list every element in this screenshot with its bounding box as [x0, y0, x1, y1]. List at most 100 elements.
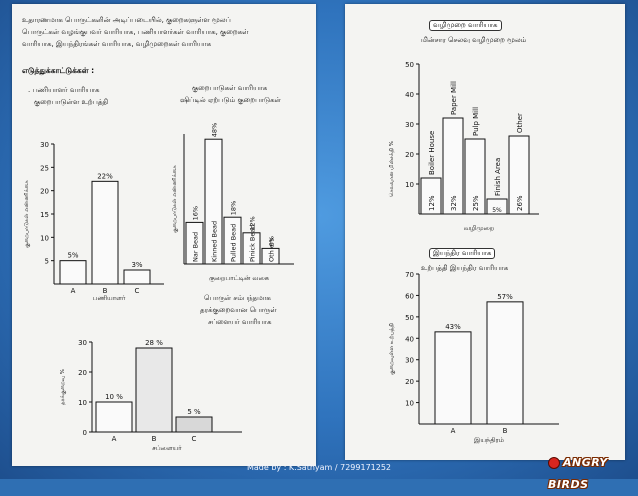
examples-label: எடுத்துக்காட்டுக்கள் :	[22, 66, 95, 75]
bar-value-label: 32%	[450, 195, 458, 211]
category-label: Pinick Bead	[249, 225, 257, 262]
bar	[91, 180, 119, 285]
y-tick-label: 20	[405, 378, 414, 386]
y-tick-label: 30	[40, 141, 49, 149]
bar-value-label: 43%	[445, 323, 461, 331]
bar	[204, 138, 223, 265]
chart-process-power: 10 20 30 40 50 செலவான மின்சக்தி % வழிமுறை 12% Bo…	[388, 61, 539, 232]
bar	[261, 247, 280, 265]
y-tick-label: 30	[405, 357, 414, 365]
bar	[185, 221, 204, 265]
bar	[59, 260, 87, 285]
bar	[434, 331, 472, 425]
chart1-caption-2: குறைபாடுள்ள உற்பத்தி	[34, 98, 109, 106]
x-axis-label: சப்ளையர்	[152, 444, 182, 452]
category-label: B	[503, 427, 508, 435]
bar	[486, 198, 508, 215]
bar-value-label: 12%	[249, 216, 257, 230]
bar-value-label: 28 %	[145, 339, 163, 347]
bar	[464, 138, 486, 215]
bar	[175, 416, 213, 433]
category-label: Boiler House	[428, 131, 436, 175]
category-label: B	[152, 435, 157, 443]
category-label: Pulled Bead	[230, 224, 238, 262]
y-tick-label: 40	[405, 91, 414, 99]
category-label: A	[112, 435, 117, 443]
bar	[420, 177, 442, 215]
y-tick-label: 20	[78, 369, 87, 377]
bar	[242, 232, 261, 265]
category-label: B	[103, 287, 108, 295]
bar-value-label: 16%	[192, 206, 200, 220]
y-axis-label: குறைபாடுகள் எண்ணிக்கை	[23, 180, 31, 248]
bar-value-label: 18%	[230, 201, 238, 215]
category-label: C	[135, 287, 140, 295]
y-tick-label: 15	[40, 211, 49, 219]
chart5-title: இயந்திர வாரியாக	[429, 248, 496, 259]
right-scanned-page: வழிமுறை வாரியாக மின்சார செலவு வழிமுறை மூ…	[345, 4, 625, 460]
y-tick-label: 70	[405, 272, 414, 279]
category-label: Finish Area	[494, 158, 502, 196]
chart4-title: வழிமுறை வாரியாக	[429, 20, 502, 31]
chart-machine-output: 10 20 30 40 50 60 70 குறைவுள்ள உற்பத்தி இயந்திரம…	[389, 272, 559, 444]
category-label: Pulp Mill	[472, 107, 480, 136]
bird-icon	[548, 457, 560, 469]
category-label: A	[71, 287, 76, 295]
category-label: A	[451, 427, 456, 435]
x-axis-label: வழிமுறை	[464, 224, 495, 232]
bar	[95, 401, 133, 433]
bar	[123, 269, 151, 285]
y-tick-label: 10	[78, 399, 87, 407]
y-tick-label: 10	[40, 234, 49, 242]
x-axis-label: இயந்திரம்	[474, 436, 505, 444]
category-label: C	[192, 435, 197, 443]
intro-line-2: பொருட்கள் வழங்குபவர் வாரியாக, பணியாளர்கள…	[22, 28, 249, 36]
bar-value-label: 6%	[268, 236, 276, 246]
bar-value-label: 3%	[131, 261, 142, 269]
y-tick-label: 50	[405, 61, 414, 69]
y-tick-label: 20	[405, 151, 414, 159]
y-tick-label: 50	[405, 314, 414, 322]
footer-credit: Made by : K.Sathyam / 7299171252	[246, 463, 392, 472]
y-axis-label: செலவான மின்சக்தி %	[388, 141, 395, 197]
angry-birds-logo: ANGRY BIRDS	[548, 452, 634, 491]
y-axis-label: குறைவுள்ள உற்பத்தி	[389, 323, 396, 375]
x-axis-label: பணியாளர்	[93, 294, 126, 302]
chart3-caption-2: தரக்குறைவான பொருள்	[200, 306, 277, 314]
x-axis-label: குறைபாட்டின் வகை	[209, 274, 270, 284]
bar-value-label: 10 %	[105, 393, 123, 401]
y-tick-label: 30	[405, 121, 414, 129]
bar	[508, 135, 530, 215]
bar-value-label: 5%	[492, 207, 502, 214]
bar-value-label: 57%	[497, 293, 513, 301]
category-label: Kinned Bead	[211, 221, 219, 262]
y-tick-label: 10	[405, 400, 414, 408]
y-tick-label: 40	[405, 335, 414, 343]
chart4-subtitle: மின்சார செலவு வழிமுறை மூலம்	[421, 36, 527, 44]
bar	[486, 301, 524, 425]
bar-value-label: 22%	[97, 172, 113, 180]
y-tick-label: 20	[40, 188, 49, 196]
bar-value-label: 48%	[211, 123, 219, 137]
bar	[442, 117, 464, 215]
chart3-caption-3: சப்ளையர் வாரியாக	[208, 318, 272, 326]
bar-value-label: 12%	[428, 195, 436, 211]
chart3-caption-1: பொருள் சம்பந்தமாக	[204, 294, 271, 302]
category-label: Paper Mill	[450, 81, 458, 115]
chart-defect-types: குறைபாடுகள் எண்ணிக்கை குறைபாட்டின் வகை Nar…	[171, 123, 294, 284]
bar-value-label: 25%	[472, 195, 480, 211]
chart-supplier-quality: 0 10 20 30 தரக்குறைவு % சப்ளையர் 10 % A 28 % B 5 %…	[60, 339, 242, 452]
bar-value-label: 5 %	[187, 408, 201, 416]
bar-value-label: 5%	[67, 252, 78, 260]
chart-worker-defects: 5 10 15 20 25 30 குறைபாடுகள் எண்ணிக்கை பணியாளர்…	[23, 141, 164, 302]
y-tick-label: 0	[83, 429, 87, 437]
category-label: Other	[516, 113, 524, 133]
category-label: Nar Bead	[192, 232, 200, 262]
y-tick-label: 25	[40, 164, 49, 172]
left-scanned-page: உதாரணமாக பொருட்களின் அடிப்படையில், குறைக…	[12, 4, 316, 466]
y-tick-label: 10	[405, 181, 414, 189]
y-tick-label: 30	[78, 339, 87, 347]
chart1-caption-1: . பணியாளர் வாரியாக	[28, 86, 100, 94]
chart2-caption-2: ஷிப்டில் ஏற்படும் குறைபாடுகள்	[180, 96, 281, 104]
y-tick-label: 60	[405, 292, 414, 300]
